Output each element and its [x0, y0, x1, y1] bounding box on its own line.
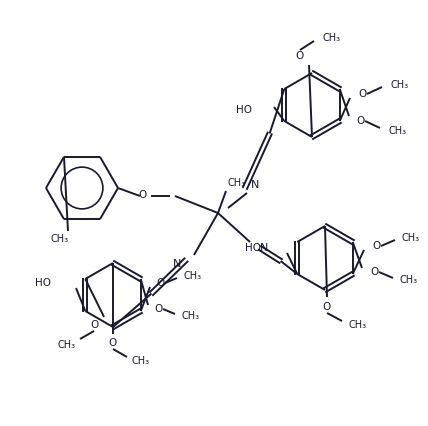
Text: CH₃: CH₃	[57, 340, 75, 350]
Text: O: O	[90, 320, 98, 330]
Text: N: N	[260, 243, 268, 253]
Text: O: O	[372, 241, 380, 251]
Text: N: N	[251, 180, 259, 190]
Text: HO: HO	[35, 278, 51, 288]
Text: O: O	[154, 304, 162, 314]
Text: CH₃: CH₃	[182, 311, 200, 321]
Text: CH₃: CH₃	[51, 234, 69, 244]
Text: O: O	[156, 278, 164, 288]
Text: CH₃: CH₃	[323, 33, 341, 43]
Text: O: O	[370, 267, 378, 277]
Text: O: O	[296, 51, 304, 61]
Text: O: O	[356, 116, 364, 126]
Text: O: O	[323, 302, 331, 312]
Text: N: N	[172, 259, 181, 269]
Text: HO: HO	[236, 105, 252, 115]
Text: CH₃: CH₃	[389, 126, 407, 136]
Text: CH₃: CH₃	[228, 178, 246, 188]
Text: CH₃: CH₃	[400, 275, 418, 285]
Text: CH₃: CH₃	[184, 271, 202, 281]
Text: O: O	[358, 89, 366, 99]
Text: O: O	[109, 338, 117, 348]
Text: CH₃: CH₃	[402, 233, 420, 243]
Text: O: O	[139, 190, 147, 200]
Text: CH₃: CH₃	[391, 80, 409, 90]
Text: HO: HO	[245, 243, 261, 253]
Text: CH₃: CH₃	[349, 320, 367, 330]
Text: CH₃: CH₃	[132, 356, 150, 366]
